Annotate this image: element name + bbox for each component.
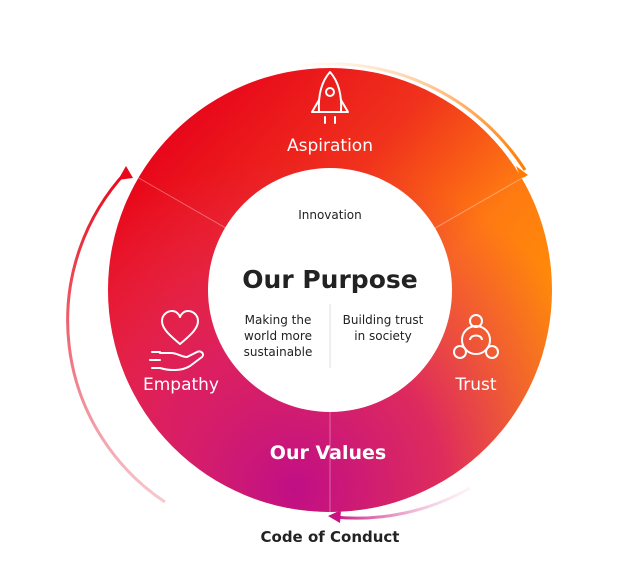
trust-label: Trust (454, 375, 497, 395)
our-values-title: Our Values (270, 442, 386, 464)
left-purpose-line-1: Making the (245, 313, 312, 327)
rocket-icon (311, 71, 349, 124)
arrowhead-left (118, 166, 133, 180)
arc-left (66, 170, 166, 504)
heart-hand-icon (149, 310, 205, 372)
left-purpose-line-2: world more (244, 329, 312, 343)
arc-top (299, 62, 527, 171)
arrowhead-bottom (328, 510, 341, 523)
people-circle-icon (453, 314, 499, 359)
right-purpose-line-2: in society (354, 329, 411, 343)
empathy-label: Empathy (143, 375, 219, 395)
aspiration-label: Aspiration (287, 136, 373, 156)
purpose-circle (208, 168, 452, 412)
innovation-text: Innovation (298, 208, 362, 222)
left-purpose-line-3: sustainable (244, 345, 313, 359)
outer-cycle-arrows (66, 62, 528, 523)
arc-bottom (333, 486, 471, 520)
purpose-title: Our Purpose (242, 265, 417, 294)
arrowhead-top (516, 166, 528, 179)
right-purpose-line-1: Building trust (343, 313, 424, 327)
code-of-conduct-label: Code of Conduct (261, 528, 400, 546)
